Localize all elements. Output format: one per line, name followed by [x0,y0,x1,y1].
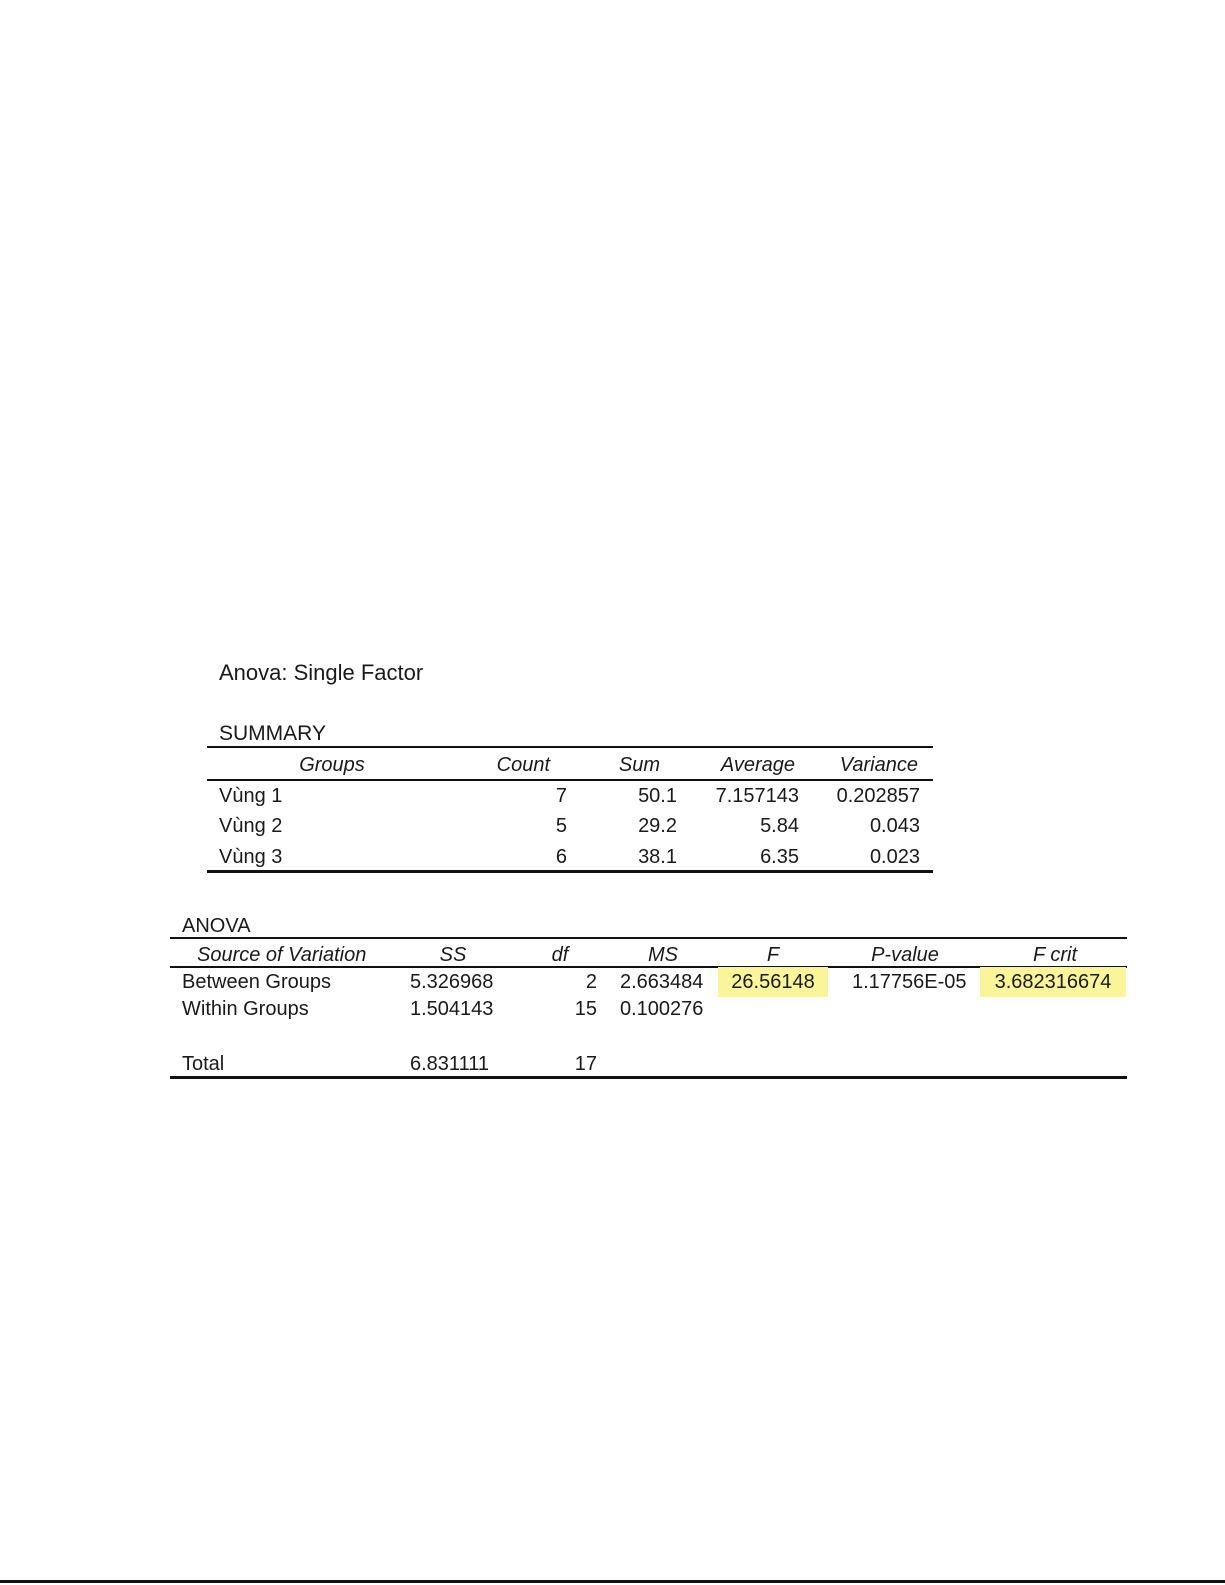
header-ss: SS [439,944,467,966]
ms-cell: 0.100276 [620,998,704,1020]
page-bottom-rule [0,1580,1225,1583]
count-cell: 6 [555,846,567,868]
df-cell: 17 [574,1053,597,1075]
f-cell: 26.56148 [718,967,828,997]
sum-cell: 29.2 [638,815,677,837]
summary-bottom-rule [207,870,933,873]
header-count: Count [496,754,550,776]
f-crit-cell: 3.682316674 [980,967,1126,997]
anova-header-rule [170,966,1127,968]
anova-label: ANOVA [182,915,251,937]
count-cell: 7 [555,785,567,807]
summary-top-rule [207,746,933,748]
summary-label: SUMMARY [219,722,326,745]
group-name: Vùng 1 [219,785,283,807]
header-ms: MS [648,944,678,966]
group-name: Vùng 2 [219,815,283,837]
sum-cell: 50.1 [638,785,677,807]
source-cell: Total [182,1053,225,1075]
header-df: df [551,944,569,966]
source-cell: Within Groups [182,998,309,1020]
count-cell: 5 [555,815,567,837]
variance-cell: 0.023 [869,846,920,868]
group-name: Vùng 3 [219,846,283,868]
header-p-value: P-value [871,944,939,966]
p-value-cell: 1.17756E-05 [852,971,967,993]
variance-cell: 0.043 [869,815,920,837]
ss-cell: 1.504143 [410,998,494,1020]
average-cell: 7.157143 [715,785,799,807]
anova-bottom-rule [170,1076,1127,1079]
sum-cell: 38.1 [638,846,677,868]
average-cell: 5.84 [760,815,799,837]
header-f: F [766,944,780,966]
ss-cell: 5.326968 [410,971,494,993]
ms-cell: 2.663484 [620,971,704,993]
variance-cell: 0.202857 [836,785,920,807]
header-sum: Sum [618,754,660,776]
page-title: Anova: Single Factor [219,660,424,685]
anova-top-rule [170,937,1127,939]
header-variance: Variance [839,754,918,776]
source-cell: Between Groups [182,971,331,993]
header-groups: Groups [299,754,365,776]
summary-header-rule [207,779,933,781]
average-cell: 6.35 [760,846,799,868]
header-f-crit: F crit [1032,944,1078,966]
df-cell: 15 [574,998,597,1020]
ss-cell: 6.831111 [410,1053,489,1075]
header-source: Source of Variation [197,944,367,966]
header-average: Average [720,754,795,776]
df-cell: 2 [585,971,597,993]
